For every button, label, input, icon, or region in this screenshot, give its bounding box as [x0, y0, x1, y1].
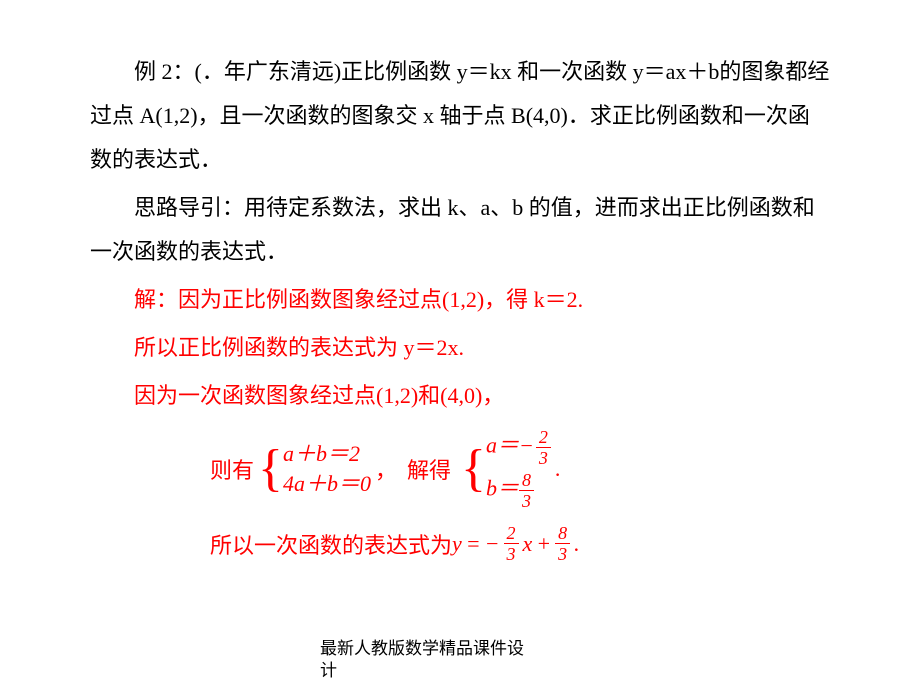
solution-line-2: 所以正比例函数的表达式为 y＝2x. — [90, 326, 830, 370]
final-plus: + — [536, 531, 551, 557]
final-frac-b: 83 — [555, 524, 570, 563]
solution-line-1: 解：因为正比例函数图象经过点(1,2)，得 k＝2. — [90, 278, 830, 322]
solve-label: 解得 — [407, 453, 451, 485]
final-eq: = — [466, 531, 481, 557]
final-neg: − — [485, 531, 500, 557]
footer-credit: 最新人教版数学精品课件设 计 — [320, 638, 524, 682]
result-b: b＝83 — [486, 471, 551, 510]
system-period: . — [555, 456, 561, 482]
brace-icon: { — [461, 443, 486, 495]
final-period: . — [574, 531, 580, 557]
left-system: { a＋b＝2 4a＋b＝0 — [258, 441, 371, 498]
final-x: x — [523, 531, 533, 557]
equation-1: a＋b＝2 — [283, 441, 371, 467]
solution-line-3: 因为一次函数图象经过点(1,2)和(4,0)， — [90, 374, 830, 418]
hint-paragraph: 思路导引：用待定系数法，求出 k、a、b 的值，进而求出正比例函数和一次函数的表… — [90, 186, 830, 274]
footer-line-1: 最新人教版数学精品课件设 — [320, 638, 524, 660]
separator: ， — [375, 453, 397, 485]
equation-system: 则有 { a＋b＝2 4a＋b＝0 ， 解得 { a＝−23 b＝83 . — [210, 428, 830, 510]
final-text: 所以一次函数的表达式为 — [210, 528, 452, 560]
footer-line-2: 计 — [320, 660, 524, 682]
final-frac-a: 23 — [504, 524, 519, 563]
system-lead: 则有 — [210, 453, 254, 485]
problem-statement: 例 2：(．年广东清远)正比例函数 y＝kx 和一次函数 y＝ax＋b的图象都经… — [90, 50, 830, 182]
right-system: { a＝−23 b＝83 — [461, 428, 551, 510]
final-answer: 所以一次函数的表达式为 y = − 23 x + 83 . — [210, 524, 830, 563]
equation-2: 4a＋b＝0 — [283, 471, 371, 497]
final-y: y — [452, 531, 462, 557]
brace-icon: { — [258, 443, 283, 495]
result-a: a＝−23 — [486, 428, 551, 467]
